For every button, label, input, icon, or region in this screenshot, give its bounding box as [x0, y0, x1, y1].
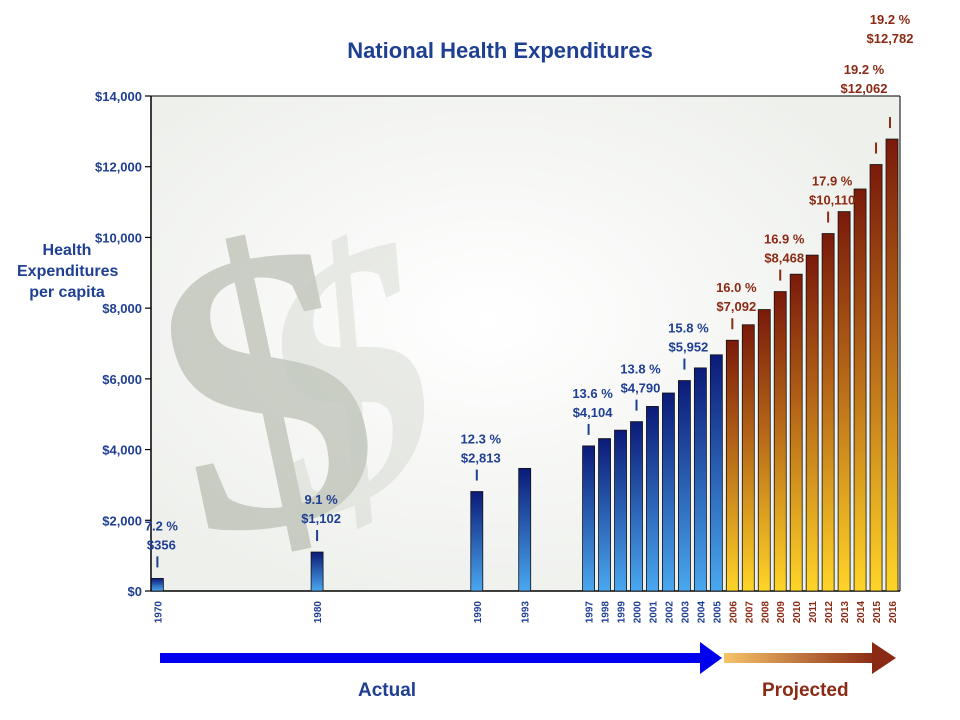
- x-tick-label: 2010: [792, 601, 803, 624]
- bar: [518, 467, 532, 592]
- annotation-percent: 16.0 %: [716, 280, 757, 295]
- bar: [805, 254, 819, 592]
- projected-label: Projected: [762, 680, 849, 701]
- annotation-percent: 7.2 %: [145, 518, 179, 533]
- x-tick-label: 1998: [601, 601, 612, 624]
- annotation-value: $10,110: [809, 193, 855, 208]
- x-tick-label: 2016: [888, 601, 899, 624]
- annotation-percent: 16.9 %: [764, 232, 805, 247]
- y-tick-label: $14,000: [95, 89, 142, 104]
- annotation-percent: 15.8 %: [668, 321, 709, 336]
- x-tick-label: 1999: [617, 601, 628, 624]
- annotation-value: $12,782: [867, 31, 914, 46]
- x-tick-label: 2009: [776, 601, 787, 624]
- annotation-percent: 19.2 %: [870, 12, 911, 27]
- annotation-percent: 9.1 %: [304, 492, 338, 507]
- annotations: 7.2 % $356 9.1 % $1,102 12.3 % $2,813 13.6 % $4…: [145, 12, 914, 568]
- bar: [662, 392, 675, 592]
- x-tick-label: 2001: [648, 601, 659, 624]
- bar: [630, 421, 643, 592]
- bar: [598, 438, 611, 592]
- bar: [693, 367, 707, 592]
- bar: [757, 309, 771, 592]
- annotation-percent: 17.9 %: [812, 174, 853, 189]
- timeline-arrows: [160, 642, 896, 674]
- annotation-value: $4,790: [621, 381, 661, 396]
- x-tick-label: 2007: [744, 601, 755, 624]
- x-tick-label: 1997: [585, 601, 596, 624]
- chart-title: National Health Expenditures: [347, 38, 653, 63]
- y-tick-label: $2,000: [102, 513, 142, 528]
- bar: [853, 188, 867, 592]
- bar: [837, 211, 851, 592]
- axes: $0 $2,000 $4,000 $6,000 $8,000 $10,000 $12,000…: [95, 89, 901, 599]
- x-tick-label: 1990: [473, 601, 484, 624]
- x-tick-label: 1970: [153, 601, 164, 624]
- bar: [470, 491, 484, 592]
- annotation-percent: 13.8 %: [620, 362, 661, 377]
- bar: [821, 233, 835, 592]
- annotation-value: $2,813: [461, 451, 501, 466]
- y-tick-label: $12,000: [95, 160, 142, 175]
- bar: [310, 551, 324, 592]
- y-tick-label: $10,000: [95, 230, 142, 245]
- annotation-value: $1,102: [301, 511, 341, 526]
- bar: [725, 339, 739, 592]
- dollar-sign-shadow: $: [256, 141, 445, 612]
- x-tick-label: 2002: [664, 601, 675, 624]
- y-tick-label: $8,000: [102, 301, 142, 316]
- x-tick-label: 1993: [521, 601, 532, 624]
- y-tick-label: $6,000: [102, 372, 142, 387]
- x-tick-label: 2013: [840, 601, 851, 624]
- bar: [678, 380, 691, 592]
- x-tick-label: 1980: [313, 601, 324, 624]
- y-tick-label: $4,000: [102, 443, 142, 458]
- bar: [582, 445, 595, 592]
- x-tick-label: 2005: [712, 601, 723, 624]
- x-tick-label: 2008: [760, 601, 771, 624]
- bar: [741, 324, 755, 592]
- x-tick-label: 2000: [632, 601, 643, 624]
- annotation-value: $12,062: [841, 81, 888, 96]
- annotation-value: $4,104: [573, 405, 614, 420]
- actual-arrow-shaft: [160, 653, 700, 663]
- x-tick-label: 2004: [696, 601, 707, 624]
- actual-label: Actual: [358, 680, 417, 701]
- annotation-percent: 19.2 %: [844, 62, 885, 77]
- y-tick-label: $0: [128, 584, 142, 599]
- bar: [614, 429, 627, 592]
- annotation-percent: 12.3 %: [461, 432, 502, 447]
- bars: 1970 1980 1990 1993 1997 1998 1999 2000 2001 2002…: [150, 138, 899, 624]
- bar: [646, 406, 659, 592]
- y-axis-label: Health Expenditures per capita: [17, 242, 119, 301]
- bar: [789, 273, 803, 592]
- bar: [869, 164, 883, 592]
- x-tick-label: 2012: [824, 601, 835, 624]
- bar: [709, 354, 723, 592]
- annotation-value: $356: [147, 537, 176, 552]
- annotation-percent: 13.6 %: [572, 386, 613, 401]
- bar: [150, 578, 164, 592]
- projected-arrow-head: [872, 642, 896, 674]
- x-tick-label: 2015: [872, 601, 883, 624]
- x-tick-label: 2014: [856, 601, 867, 624]
- annotation-value: $5,952: [669, 340, 709, 355]
- actual-arrow-head: [700, 642, 722, 674]
- annotation-value: $8,468: [764, 251, 804, 266]
- bar: [885, 138, 899, 592]
- x-tick-label: 2011: [808, 601, 819, 623]
- x-tick-label: 2003: [680, 601, 691, 624]
- projected-arrow-shaft: [724, 653, 874, 663]
- annotation-value: $7,092: [716, 299, 756, 314]
- bar: [773, 291, 787, 592]
- x-tick-label: 2006: [728, 601, 739, 624]
